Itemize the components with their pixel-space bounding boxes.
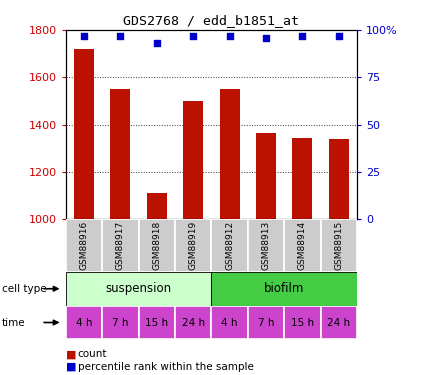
Text: GSM88917: GSM88917 [116,221,125,270]
Bar [284,219,320,272]
Bar [220,89,240,219]
Text: GSM88913: GSM88913 [261,221,271,270]
Text: 15 h: 15 h [291,318,314,327]
Text: ■: ■ [66,362,76,372]
Text: GSM88918: GSM88918 [152,221,162,270]
Text: 7 h: 7 h [112,318,129,327]
Text: 24 h: 24 h [327,318,350,327]
Bar [147,194,167,219]
Bar [66,272,212,306]
Point [299,33,306,39]
Bar [212,272,357,306]
Text: 4 h: 4 h [76,318,92,327]
Bar [139,219,175,272]
Bar [248,219,284,272]
Point [335,33,342,39]
Bar [175,306,211,339]
Point [117,33,124,39]
Text: GSM88914: GSM88914 [298,221,307,270]
Text: suspension: suspension [105,282,172,295]
Text: GSM88916: GSM88916 [79,221,88,270]
Bar [212,306,248,339]
Text: 24 h: 24 h [181,318,205,327]
Text: biofilm: biofilm [264,282,304,295]
Text: cell type: cell type [2,284,47,294]
Point [81,33,88,39]
Text: 15 h: 15 h [145,318,168,327]
Bar [102,306,139,339]
Text: 7 h: 7 h [258,318,274,327]
Bar [256,133,276,219]
Bar [74,49,94,219]
Point [263,34,269,40]
Bar [284,306,320,339]
Point [153,40,160,46]
Text: count: count [78,350,107,359]
Bar [212,219,248,272]
Bar [320,306,357,339]
Bar [139,306,175,339]
Title: GDS2768 / edd_b1851_at: GDS2768 / edd_b1851_at [123,15,300,27]
Bar [102,219,139,272]
Bar [292,138,312,219]
Bar [110,89,130,219]
Bar [175,219,211,272]
Bar [320,219,357,272]
Text: GSM88915: GSM88915 [334,221,343,270]
Text: percentile rank within the sample: percentile rank within the sample [78,362,254,372]
Bar [66,306,102,339]
Text: ■: ■ [66,350,76,359]
Text: time: time [2,318,26,327]
Bar [329,139,349,219]
Text: 4 h: 4 h [221,318,238,327]
Bar [66,219,102,272]
Bar [248,306,284,339]
Text: GSM88912: GSM88912 [225,221,234,270]
Point [190,33,197,39]
Bar [183,101,203,219]
Point [226,33,233,39]
Text: GSM88919: GSM88919 [189,221,198,270]
